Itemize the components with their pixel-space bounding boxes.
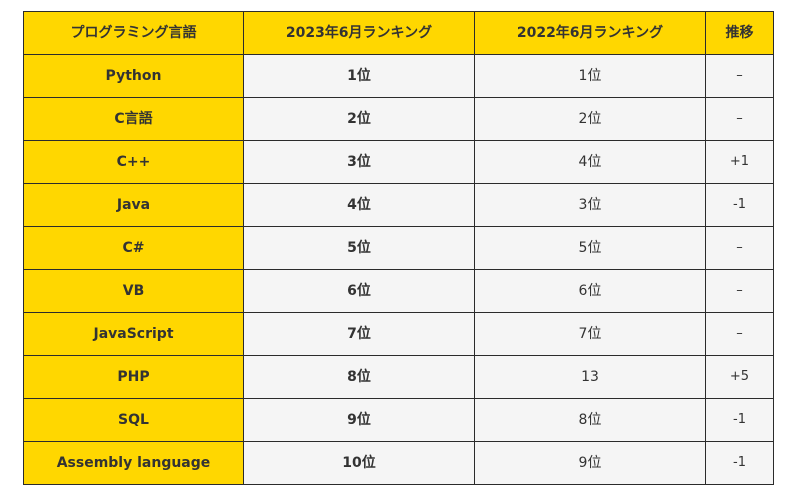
table-header-row: プログラミング言語 2023年6月ランキング 2022年6月ランキング 推移	[23, 11, 774, 55]
table-row: SQL 9位 8位 -1	[23, 398, 774, 442]
change-cell: -1	[705, 441, 774, 485]
rank-2023-cell: 10位	[243, 441, 475, 485]
language-cell: SQL	[23, 398, 244, 442]
table-row: JavaScript 7位 7位 –	[23, 312, 774, 356]
header-rank-2022: 2022年6月ランキング	[474, 11, 706, 55]
rank-2023-cell: 3位	[243, 140, 475, 184]
rank-2022-cell: 4位	[474, 140, 706, 184]
language-cell: JavaScript	[23, 312, 244, 356]
language-cell: C#	[23, 226, 244, 270]
change-cell: –	[705, 226, 774, 270]
ranking-table: プログラミング言語 2023年6月ランキング 2022年6月ランキング 推移 P…	[23, 11, 774, 485]
language-cell: VB	[23, 269, 244, 313]
rank-2022-cell: 5位	[474, 226, 706, 270]
table-row: C++ 3位 4位 +1	[23, 140, 774, 184]
rank-2022-cell: 8位	[474, 398, 706, 442]
rank-2023-cell: 4位	[243, 183, 475, 227]
change-cell: –	[705, 54, 774, 98]
language-cell: Assembly language	[23, 441, 244, 485]
language-cell: C++	[23, 140, 244, 184]
header-rank-2023: 2023年6月ランキング	[243, 11, 475, 55]
rank-2022-cell: 6位	[474, 269, 706, 313]
header-change: 推移	[705, 11, 774, 55]
language-cell: Java	[23, 183, 244, 227]
language-cell: PHP	[23, 355, 244, 399]
table-row: VB 6位 6位 –	[23, 269, 774, 313]
rank-2023-cell: 2位	[243, 97, 475, 141]
change-cell: –	[705, 312, 774, 356]
change-cell: +5	[705, 355, 774, 399]
rank-2023-cell: 6位	[243, 269, 475, 313]
rank-2023-cell: 7位	[243, 312, 475, 356]
table-row: C# 5位 5位 –	[23, 226, 774, 270]
table-row: Python 1位 1位 –	[23, 54, 774, 98]
rank-2022-cell: 1位	[474, 54, 706, 98]
header-language: プログラミング言語	[23, 11, 244, 55]
rank-2022-cell: 3位	[474, 183, 706, 227]
rank-2023-cell: 5位	[243, 226, 475, 270]
table-row: Java 4位 3位 -1	[23, 183, 774, 227]
rank-2022-cell: 7位	[474, 312, 706, 356]
table-row: Assembly language 10位 9位 -1	[23, 441, 774, 485]
rank-2023-cell: 8位	[243, 355, 475, 399]
rank-2023-cell: 1位	[243, 54, 475, 98]
language-cell: Python	[23, 54, 244, 98]
change-cell: –	[705, 269, 774, 313]
ranking-table-container: プログラミング言語 2023年6月ランキング 2022年6月ランキング 推移 P…	[23, 11, 774, 485]
rank-2022-cell: 9位	[474, 441, 706, 485]
language-cell: C言語	[23, 97, 244, 141]
change-cell: +1	[705, 140, 774, 184]
table-row: PHP 8位 13 +5	[23, 355, 774, 399]
rank-2022-cell: 2位	[474, 97, 706, 141]
change-cell: –	[705, 97, 774, 141]
change-cell: -1	[705, 183, 774, 227]
table-row: C言語 2位 2位 –	[23, 97, 774, 141]
rank-2022-cell: 13	[474, 355, 706, 399]
rank-2023-cell: 9位	[243, 398, 475, 442]
change-cell: -1	[705, 398, 774, 442]
